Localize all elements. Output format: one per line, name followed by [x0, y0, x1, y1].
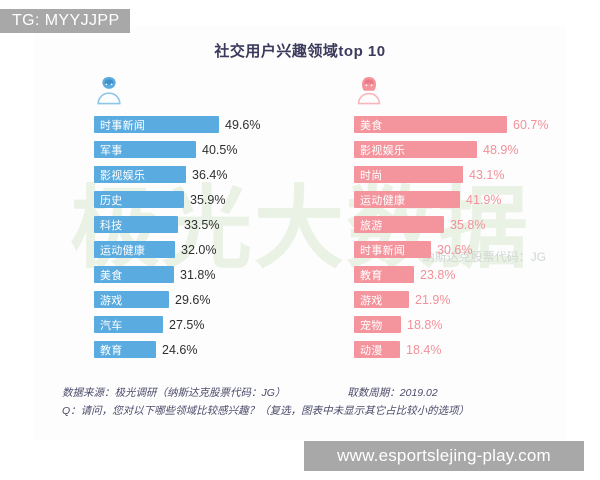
bar-value-label: 35.8% [450, 217, 486, 232]
chart-column-female: 美食 60.7% 影视娱乐 48.9% 时尚 43.1% 运动健康 41.9% 旅游 35.8% 时… [302, 74, 554, 362]
bar: 科技 [94, 216, 178, 233]
bar: 时尚 [354, 166, 463, 183]
bar-value-label: 18.8% [407, 317, 443, 332]
bar-row: 美食 31.8% [94, 262, 294, 287]
bar: 影视娱乐 [94, 166, 186, 183]
bar-category-label: 时事新闻 [360, 244, 406, 257]
bar-category-label: 运动健康 [360, 194, 406, 207]
bar-category-label: 军事 [100, 144, 123, 157]
bar-row: 科技 33.5% [94, 212, 294, 237]
bar-category-label: 美食 [360, 119, 383, 132]
bar: 运动健康 [94, 241, 175, 258]
footnote-source: 数据来源：极光调研（纳斯达克股票代码：JG） [62, 387, 286, 399]
bar-row: 历史 35.9% [94, 187, 294, 212]
bar-category-label: 运动健康 [100, 244, 146, 257]
bar: 时事新闻 [94, 116, 219, 133]
bar-value-label: 60.7% [513, 117, 549, 132]
bar-row: 运动健康 41.9% [354, 187, 554, 212]
bar-value-label: 32.0% [181, 242, 217, 257]
tg-watermark-tag: TG: MYYJJPP [0, 9, 130, 33]
bar-row: 动漫 18.4% [354, 337, 554, 362]
bar-row: 军事 40.5% [94, 137, 294, 162]
bar-category-label: 游戏 [100, 294, 123, 307]
bar-value-label: 41.9% [466, 192, 502, 207]
female-bar-rows: 美食 60.7% 影视娱乐 48.9% 时尚 43.1% 运动健康 41.9% 旅游 35.8% 时… [302, 112, 554, 362]
bar: 运动健康 [354, 191, 460, 208]
bar: 教育 [354, 266, 414, 283]
bar-row: 游戏 21.9% [354, 287, 554, 312]
chart-column-male: 时事新闻 49.6% 军事 40.5% 影视娱乐 36.4% 历史 35.9% 科技 33.5% 运… [42, 74, 294, 362]
female-avatar-icon [354, 74, 384, 106]
bar-value-label: 33.5% [184, 217, 220, 232]
bar: 历史 [94, 191, 184, 208]
bar-row: 宠物 18.8% [354, 312, 554, 337]
bar-value-label: 24.6% [162, 342, 198, 357]
bar-category-label: 科技 [100, 219, 123, 232]
bar-category-label: 游戏 [360, 294, 383, 307]
bar: 汽车 [94, 316, 163, 333]
bar: 宠物 [354, 316, 401, 333]
bar-value-label: 21.9% [415, 292, 451, 307]
bar: 时事新闻 [354, 241, 431, 258]
bar-category-label: 教育 [100, 344, 123, 357]
bar-value-label: 43.1% [469, 167, 505, 182]
bar: 影视娱乐 [354, 141, 477, 158]
footnotes: 数据来源：极光调研（纳斯达克股票代码：JG） 取数周期：2019.02 Q：请问… [62, 384, 552, 420]
bar-category-label: 宠物 [360, 319, 383, 332]
bar-row: 时事新闻 49.6% [94, 112, 294, 137]
bar: 游戏 [354, 291, 409, 308]
bar-category-label: 动漫 [360, 344, 383, 357]
bar-value-label: 35.9% [190, 192, 226, 207]
bar-category-label: 历史 [100, 194, 123, 207]
bar-row: 运动健康 32.0% [94, 237, 294, 262]
male-avatar-wrap [42, 74, 294, 110]
male-bar-rows: 时事新闻 49.6% 军事 40.5% 影视娱乐 36.4% 历史 35.9% 科技 33.5% 运… [42, 112, 294, 362]
site-url-banner: www.esportslejing-play.com [304, 441, 584, 471]
bar-category-label: 影视娱乐 [100, 169, 146, 182]
bar: 美食 [354, 116, 507, 133]
footnote-question: Q：请问，您对以下哪些领域比较感兴趣？（复选，图表中未显示其它占比较小的选项） [62, 405, 470, 417]
bar-category-label: 汽车 [100, 319, 123, 332]
bar-row: 教育 24.6% [94, 337, 294, 362]
bar-value-label: 18.4% [406, 342, 442, 357]
bar-category-label: 时事新闻 [100, 119, 146, 132]
bar: 游戏 [94, 291, 169, 308]
bar-row: 旅游 35.8% [354, 212, 554, 237]
bar-row: 美食 60.7% [354, 112, 554, 137]
bar-value-label: 23.8% [420, 267, 456, 282]
bar-value-label: 31.8% [180, 267, 216, 282]
bar-category-label: 美食 [100, 269, 123, 282]
bar: 教育 [94, 341, 156, 358]
bar-value-label: 27.5% [169, 317, 205, 332]
chart-card: 极光大数据 纳斯达克股票代码：JG 社交用户兴趣领域top 10 时事新闻 49.… [34, 26, 566, 440]
bar-value-label: 48.9% [483, 142, 519, 157]
footnote-source-line: 数据来源：极光调研（纳斯达克股票代码：JG） 取数周期：2019.02 [62, 384, 552, 402]
female-avatar-wrap [302, 74, 554, 110]
bar-value-label: 29.6% [175, 292, 211, 307]
bar-category-label: 影视娱乐 [360, 144, 406, 157]
male-avatar-icon [94, 74, 124, 106]
bar-value-label: 30.6% [437, 242, 473, 257]
bar-value-label: 36.4% [192, 167, 228, 182]
bar: 军事 [94, 141, 196, 158]
bar-category-label: 旅游 [360, 219, 383, 232]
page-title: 社交用户兴趣领域top 10 [214, 43, 386, 60]
bar-category-label: 时尚 [360, 169, 383, 182]
bar: 动漫 [354, 341, 400, 358]
bar-row: 汽车 27.5% [94, 312, 294, 337]
bar-row: 时尚 43.1% [354, 162, 554, 187]
bar: 美食 [94, 266, 174, 283]
bar-value-label: 49.6% [225, 117, 261, 132]
bar-row: 教育 23.8% [354, 262, 554, 287]
bar-value-label: 40.5% [202, 142, 238, 157]
footnote-period: 取数周期：2019.02 [347, 387, 438, 399]
bar-row: 时事新闻 30.6% [354, 237, 554, 262]
bar-row: 游戏 29.6% [94, 287, 294, 312]
bar-row: 影视娱乐 36.4% [94, 162, 294, 187]
bar-category-label: 教育 [360, 269, 383, 282]
bar: 旅游 [354, 216, 444, 233]
bar-row: 影视娱乐 48.9% [354, 137, 554, 162]
